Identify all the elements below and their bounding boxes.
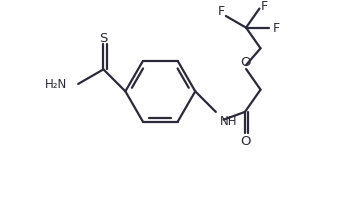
Text: F: F	[261, 0, 268, 13]
Text: S: S	[99, 32, 108, 45]
Text: F: F	[272, 22, 280, 35]
Text: O: O	[241, 134, 251, 147]
Text: O: O	[240, 55, 250, 68]
Text: H₂N: H₂N	[45, 78, 68, 91]
Text: NH: NH	[220, 115, 237, 127]
Text: F: F	[218, 5, 225, 18]
